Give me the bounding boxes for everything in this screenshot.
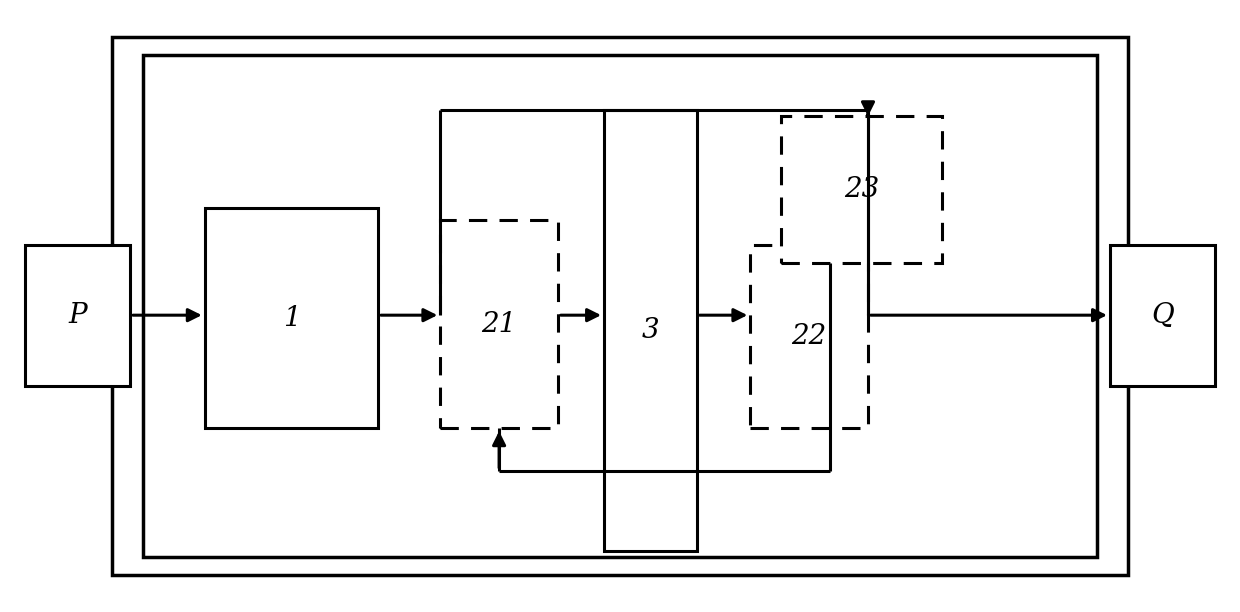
Bar [604, 110, 697, 551]
Text: 3: 3 [641, 317, 660, 344]
Text: 22: 22 [791, 323, 827, 350]
Text: 1: 1 [283, 305, 300, 332]
Bar [781, 116, 942, 263]
Text: 23: 23 [844, 176, 879, 203]
Bar [25, 245, 130, 386]
Bar [750, 245, 868, 428]
Bar [143, 55, 1097, 557]
Text: 21: 21 [481, 311, 517, 338]
Bar [1110, 245, 1215, 386]
Text: P: P [68, 302, 87, 329]
Bar [112, 37, 1128, 575]
Bar [440, 220, 558, 428]
Text: Q: Q [1151, 302, 1174, 329]
Bar [205, 208, 378, 428]
